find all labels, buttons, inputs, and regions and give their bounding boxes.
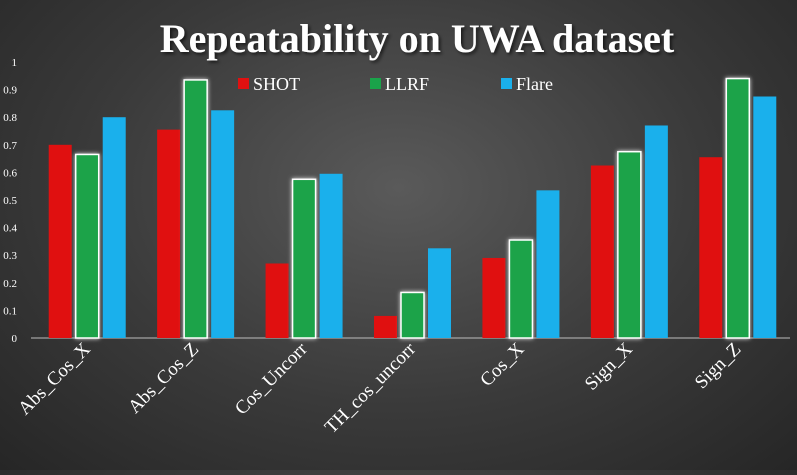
legend: SHOT LLRF Flare [238,74,553,94]
bar-flare-th-cos-uncorr [428,248,451,338]
y-tick-label: 1 [12,57,18,69]
y-tick-label: 0.7 [3,140,17,152]
legend-label-flare: Flare [516,74,553,94]
bar-flare-abs-cos-z [211,110,235,338]
x-tick-label: Sign_Z [691,339,745,393]
bar-llrf-th-cos-uncorr [400,291,425,339]
x-tick-label: Cos_X [476,338,528,390]
bar-llrf-abs-cos-x [74,153,100,339]
legend-swatch-flare [501,78,512,89]
x-tick-label: Abs_Cos_X [14,338,95,419]
bar-flare-sign-z [753,96,777,338]
y-tick-label: 0.2 [3,278,17,290]
bar-shot-th-cos-uncorr [374,315,397,338]
y-tick-label: 0.4 [3,223,17,235]
legend-label-shot: SHOT [253,74,300,94]
bar-shot-cos-uncorr [265,263,289,338]
x-tick-label: Cos_Uncorr [231,338,312,419]
bar-llrf-abs-cos-z [183,79,208,339]
x-tick-labels: Abs_Cos_X Abs_Cos_Z Cos_Uncorr TH_cos_uncor… [14,338,745,438]
bar-shot-sign-x [590,165,614,338]
y-tick-label: 0.1 [3,305,17,317]
x-tick-label: TH_cos_uncorr [321,338,421,438]
chart-title: Repeatability on UWA dataset [160,16,675,61]
bar-shot-sign-z [699,157,723,338]
bar-flare-abs-cos-x [102,117,126,338]
bar-llrf-cos-x [508,239,534,339]
bar-flare-cos-uncorr [319,173,343,338]
bar-shot-abs-cos-z [157,129,181,338]
bar-llrf-sign-z [725,77,751,339]
y-tick-label: 0.5 [3,195,17,207]
bar-llrf-cos-uncorr [291,178,317,339]
y-tick-label: 0.3 [3,250,17,262]
y-tick-label: 0.8 [3,112,17,124]
y-tick-label: 0 [12,333,18,345]
bar-shot-abs-cos-x [48,144,72,338]
bar-shot-cos-x [482,257,506,338]
legend-swatch-llrf [370,78,381,89]
bar-flare-sign-x [644,125,668,338]
bar-flare-cos-x [536,190,560,338]
x-tick-label: Abs_Cos_Z [124,339,203,418]
y-tick-label: 0.6 [3,167,17,179]
x-tick-label: Sign_X [581,338,637,394]
bar-llrf-sign-x [617,150,642,339]
legend-swatch-shot [238,78,249,89]
legend-label-llrf: LLRF [385,74,429,94]
bar-layer [48,77,777,339]
y-tick-label: 0.9 [3,85,17,97]
